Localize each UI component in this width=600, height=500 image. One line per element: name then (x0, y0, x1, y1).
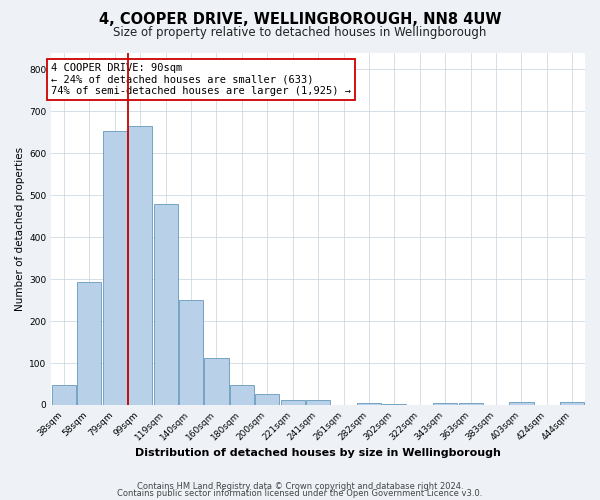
Bar (433, 403, 457, 405)
X-axis label: Distribution of detached houses by size in Wellingborough: Distribution of detached houses by size … (135, 448, 501, 458)
Bar (560, 402, 584, 405)
Bar (179, 300, 203, 405)
Bar (255, 394, 280, 405)
Bar (77, 282, 101, 405)
Bar (281, 400, 305, 405)
Bar (205, 358, 229, 405)
Bar (230, 385, 254, 405)
Text: Size of property relative to detached houses in Wellingborough: Size of property relative to detached ho… (113, 26, 487, 39)
Text: Contains public sector information licensed under the Open Government Licence v3: Contains public sector information licen… (118, 489, 482, 498)
Y-axis label: Number of detached properties: Number of detached properties (15, 146, 25, 311)
Text: 4 COOPER DRIVE: 90sqm
← 24% of detached houses are smaller (633)
74% of semi-det: 4 COOPER DRIVE: 90sqm ← 24% of detached … (51, 63, 351, 96)
Bar (128, 126, 152, 405)
Bar (357, 404, 381, 405)
Text: Contains HM Land Registry data © Crown copyright and database right 2024.: Contains HM Land Registry data © Crown c… (137, 482, 463, 491)
Bar (103, 132, 127, 405)
Text: 4, COOPER DRIVE, WELLINGBOROUGH, NN8 4UW: 4, COOPER DRIVE, WELLINGBOROUGH, NN8 4UW (99, 12, 501, 28)
Bar (382, 404, 406, 405)
Bar (458, 404, 483, 405)
Bar (509, 402, 533, 405)
Bar (306, 400, 330, 405)
Bar (154, 204, 178, 405)
Bar (52, 386, 76, 405)
